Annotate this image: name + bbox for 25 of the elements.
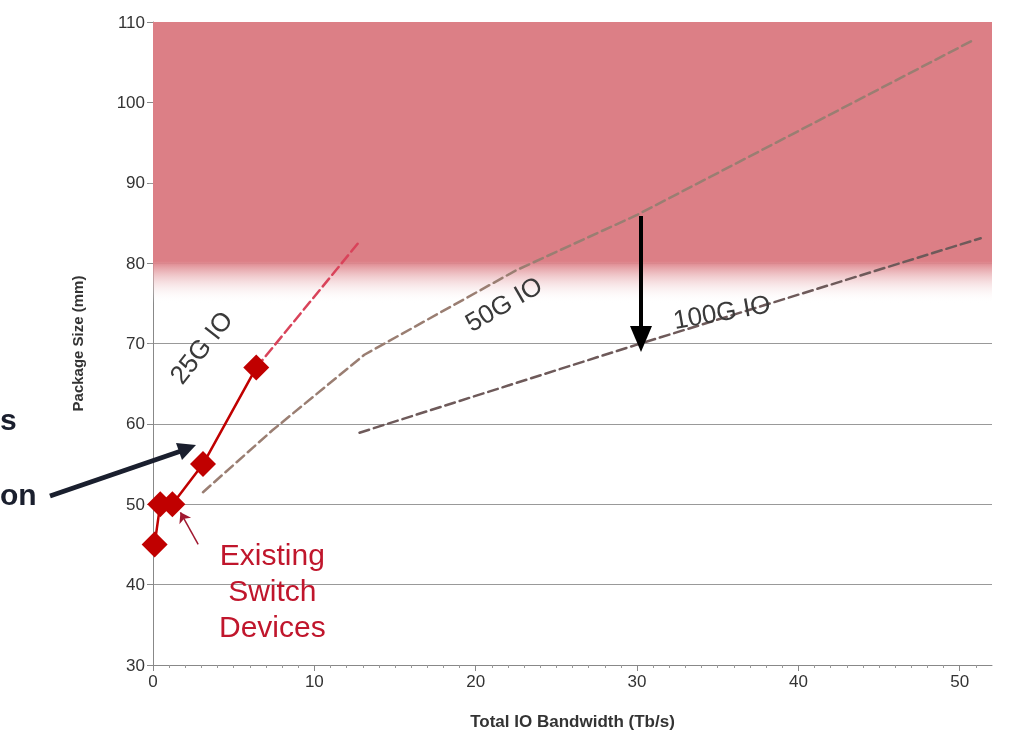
x-tick-label: 10 bbox=[304, 672, 324, 691]
x-tick-label: 0 bbox=[148, 672, 158, 691]
x-axis-title: Total IO Bandwidth (Tb/s) bbox=[470, 712, 675, 731]
point bbox=[141, 531, 168, 558]
x-tick-label: 30 bbox=[627, 672, 647, 691]
point bbox=[243, 354, 270, 381]
y-tick-label: 50 bbox=[126, 494, 145, 514]
x-tick-label: 20 bbox=[466, 672, 486, 691]
y-tick-label: 90 bbox=[126, 173, 145, 193]
text: 50G IO bbox=[459, 269, 548, 338]
y-tick-label: 30 bbox=[126, 655, 145, 675]
y-axis-title: Package Size (mm) bbox=[69, 275, 86, 412]
annotation: Existing Switch Devices bbox=[219, 537, 326, 643]
y-tick-label: 80 bbox=[126, 253, 145, 273]
x-tick-label: 50 bbox=[950, 672, 970, 691]
y-tick-label: 60 bbox=[126, 414, 145, 434]
text: on bbox=[0, 478, 37, 512]
y-tick-label: 100 bbox=[116, 92, 145, 112]
text: s bbox=[0, 403, 17, 437]
y-tick-label: 70 bbox=[126, 334, 145, 353]
y-tick-label: 110 bbox=[117, 12, 145, 32]
y-tick-label: 40 bbox=[126, 575, 145, 595]
point bbox=[190, 451, 217, 478]
x-tick-label: 40 bbox=[788, 672, 808, 691]
text: 100G IO bbox=[670, 288, 773, 335]
